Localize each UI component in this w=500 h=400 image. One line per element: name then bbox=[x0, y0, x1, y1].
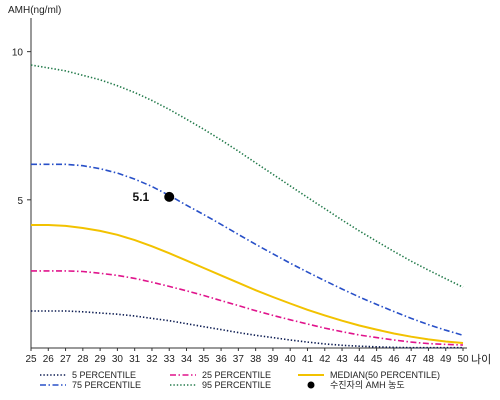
legend-label-1: 25 PERCENTILE bbox=[202, 370, 271, 380]
series-line-2 bbox=[31, 224, 464, 344]
x-tick-label: 36 bbox=[216, 354, 228, 365]
legend: 5 PERCENTILE 25 PERCENTILE MEDIAN(50 PERCE… bbox=[40, 370, 440, 390]
x-tick-label: 25 bbox=[25, 354, 37, 365]
axes: 5 10 25 26 27 28 29 30 31 32 33 34 35 36 37 38 39 40 41 42 4… bbox=[12, 18, 469, 365]
x-tick-label: 41 bbox=[302, 354, 314, 365]
x-tick-label: 49 bbox=[440, 354, 452, 365]
x-tick-label: 35 bbox=[198, 354, 210, 365]
x-tick-label: 26 bbox=[43, 354, 55, 365]
x-tick-label: 47 bbox=[406, 354, 418, 365]
series-layer bbox=[30, 64, 464, 349]
x-tick-label: 31 bbox=[129, 354, 141, 365]
patient-point-label: 5.1 bbox=[133, 190, 150, 204]
y-axis-label: AMH(ng/ml) bbox=[8, 5, 61, 16]
x-tick-label: 33 bbox=[164, 354, 176, 365]
points-layer: 5.1 bbox=[133, 190, 175, 204]
x-tick-label: 30 bbox=[112, 354, 124, 365]
x-axis-label: 나이 bbox=[471, 353, 491, 366]
x-tick-label: 29 bbox=[95, 354, 107, 365]
x-tick-label: 43 bbox=[336, 354, 348, 365]
x-tick-label: 28 bbox=[77, 354, 89, 365]
x-tick-label: 42 bbox=[319, 354, 331, 365]
legend-marker-5 bbox=[307, 381, 315, 389]
legend-label-0: 5 PERCENTILE bbox=[72, 370, 136, 380]
x-tick-label: 50 bbox=[457, 354, 469, 365]
legend-label-4: 95 PERCENTILE bbox=[202, 380, 271, 390]
y-tick-label: 5 bbox=[17, 196, 23, 207]
x-tick-label: 34 bbox=[181, 354, 193, 365]
x-tick-label: 44 bbox=[354, 354, 366, 365]
x-tick-label: 37 bbox=[233, 354, 245, 365]
legend-label-2: MEDIAN(50 PERCENTILE) bbox=[330, 370, 440, 380]
patient-point bbox=[164, 191, 175, 202]
y-tick-label: 10 bbox=[12, 48, 24, 59]
x-tick-label: 27 bbox=[60, 354, 72, 365]
legend-label-3: 75 PERCENTILE bbox=[72, 380, 141, 390]
x-tick-label: 39 bbox=[267, 354, 279, 365]
x-tick-label: 40 bbox=[285, 354, 297, 365]
series-line-1 bbox=[31, 270, 464, 346]
x-tick-label: 48 bbox=[423, 354, 435, 365]
series-line-4 bbox=[30, 64, 464, 288]
series-line-3 bbox=[31, 163, 464, 337]
x-tick-label: 32 bbox=[146, 354, 158, 365]
x-tick-label: 45 bbox=[371, 354, 383, 365]
x-tick-label: 46 bbox=[388, 354, 400, 365]
x-tick-label: 38 bbox=[250, 354, 262, 365]
series-line-0 bbox=[31, 310, 463, 349]
legend-label-5: 수진자의 AMH 농도 bbox=[330, 380, 405, 390]
